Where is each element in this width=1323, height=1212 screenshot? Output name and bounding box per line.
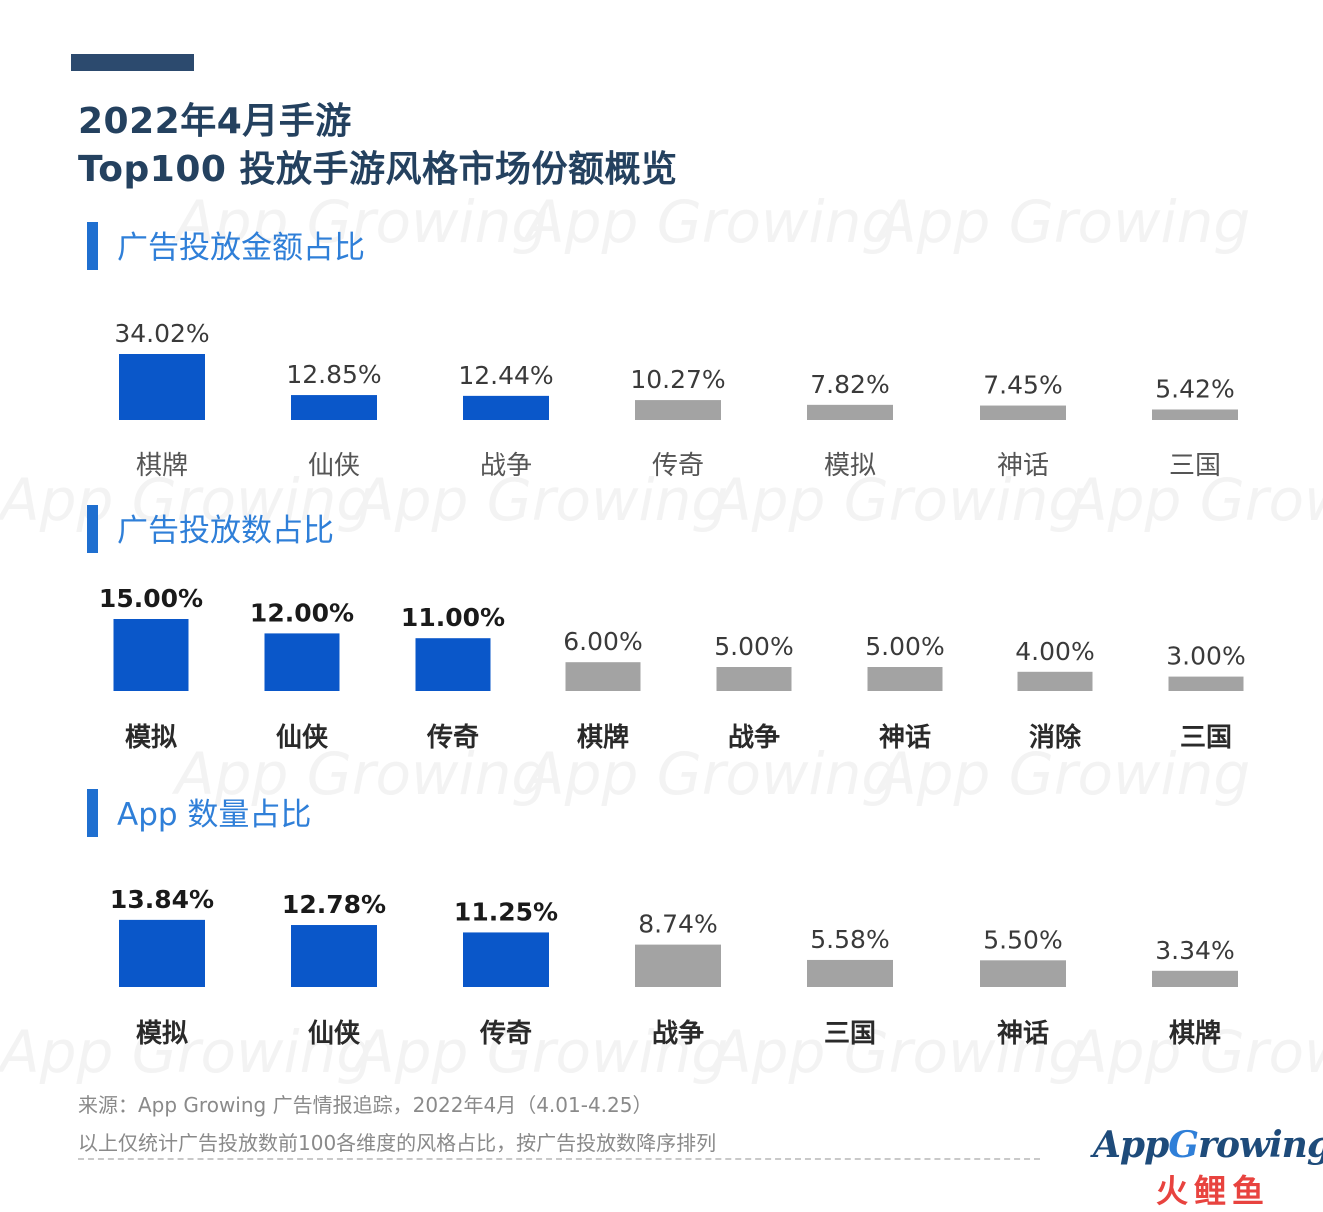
category-label: 三国 <box>824 1019 876 1049</box>
brand-logo-sub: 火鲤鱼 <box>1156 1172 1271 1210</box>
category-label: 神话 <box>879 723 931 753</box>
section-accent-bar <box>87 789 98 837</box>
category-label: 棋牌 <box>577 722 629 753</box>
category-label: 三国 <box>1180 723 1232 753</box>
category-label: 模拟 <box>136 1019 188 1049</box>
data-label: 10.27% <box>630 365 725 394</box>
bar-棋牌 <box>1152 970 1238 987</box>
category-label: 传奇 <box>426 723 479 753</box>
section-title-ad-count: 广告投放数占比 <box>117 513 334 549</box>
bar-神话 <box>980 960 1066 987</box>
bar-仙侠 <box>264 633 340 691</box>
bar-消除 <box>1017 671 1093 691</box>
data-label: 5.58% <box>810 925 889 954</box>
footer-note: 以上仅统计广告投放数前100各维度的风格占比，按广告投放数降序排列 <box>78 1131 717 1155</box>
bar-仙侠 <box>291 395 377 420</box>
brand-logo: AppGrowing <box>1093 1124 1323 1166</box>
data-label: 11.00% <box>401 603 505 632</box>
data-label: 5.50% <box>983 925 1062 954</box>
data-label: 12.85% <box>286 360 381 389</box>
bar-模拟 <box>119 919 205 987</box>
data-label: 3.00% <box>1166 642 1245 671</box>
category-label: 模拟 <box>125 723 177 753</box>
bar-传奇 <box>635 400 721 420</box>
bar-三国 <box>807 959 893 987</box>
bar-棋牌 <box>565 662 641 691</box>
page-title-line2: Top100 投放手游风格市场份额概览 <box>78 149 678 190</box>
data-label: 11.25% <box>454 897 558 926</box>
bar-仙侠 <box>291 925 377 987</box>
section-title-app-count: App 数量占比 <box>117 797 312 833</box>
category-label: 仙侠 <box>276 722 329 753</box>
bar-神话 <box>867 667 943 691</box>
header-accent-bar <box>71 54 194 71</box>
data-label: 3.34% <box>1155 936 1234 965</box>
data-label: 12.78% <box>282 890 386 919</box>
data-label: 5.00% <box>714 632 793 661</box>
category-label: 战争 <box>652 1019 704 1049</box>
bar-棋牌 <box>119 354 205 420</box>
category-label: 传奇 <box>652 451 704 481</box>
bar-传奇 <box>415 638 491 691</box>
section-accent-bar <box>87 222 98 270</box>
data-label: 4.00% <box>1015 637 1094 666</box>
data-label: 34.02% <box>114 319 209 348</box>
category-label: 神话 <box>997 1019 1049 1049</box>
footer-divider <box>78 1158 1040 1160</box>
category-label: 棋牌 <box>136 451 188 481</box>
bar-战争 <box>463 395 549 420</box>
category-label: 棋牌 <box>1169 1018 1221 1049</box>
data-label: 13.84% <box>110 885 214 914</box>
bar-模拟 <box>807 404 893 420</box>
bar-三国 <box>1168 676 1244 691</box>
category-label: 战争 <box>728 723 780 753</box>
data-label: 8.74% <box>638 910 717 939</box>
category-label: 战争 <box>480 451 532 481</box>
category-label: 仙侠 <box>308 1018 361 1049</box>
data-label: 12.00% <box>250 598 354 627</box>
data-label: 12.44% <box>458 361 553 390</box>
bar-战争 <box>635 944 721 987</box>
category-label: 三国 <box>1169 451 1221 481</box>
category-label: 消除 <box>1029 722 1082 753</box>
data-label: 6.00% <box>563 627 642 656</box>
section-accent-bar <box>87 505 98 553</box>
data-label: 7.82% <box>810 370 889 399</box>
bar-神话 <box>980 405 1066 420</box>
bar-传奇 <box>463 932 549 987</box>
data-label: 5.00% <box>865 632 944 661</box>
bar-三国 <box>1152 409 1238 420</box>
page-title-line1: 2022年4月手游 <box>78 101 352 142</box>
data-label: 15.00% <box>99 584 203 613</box>
data-label: 5.42% <box>1155 374 1234 403</box>
category-label: 模拟 <box>824 451 876 481</box>
data-label: 7.45% <box>983 371 1062 400</box>
category-label: 神话 <box>997 451 1049 481</box>
category-label: 仙侠 <box>308 451 360 481</box>
section-title-spend: 广告投放金额占比 <box>117 230 365 266</box>
footer-source: 来源：App Growing 广告情报追踪，2022年4月（4.01-4.25） <box>78 1093 653 1117</box>
bar-战争 <box>716 667 792 691</box>
category-label: 传奇 <box>479 1019 532 1049</box>
bar-模拟 <box>113 619 189 691</box>
